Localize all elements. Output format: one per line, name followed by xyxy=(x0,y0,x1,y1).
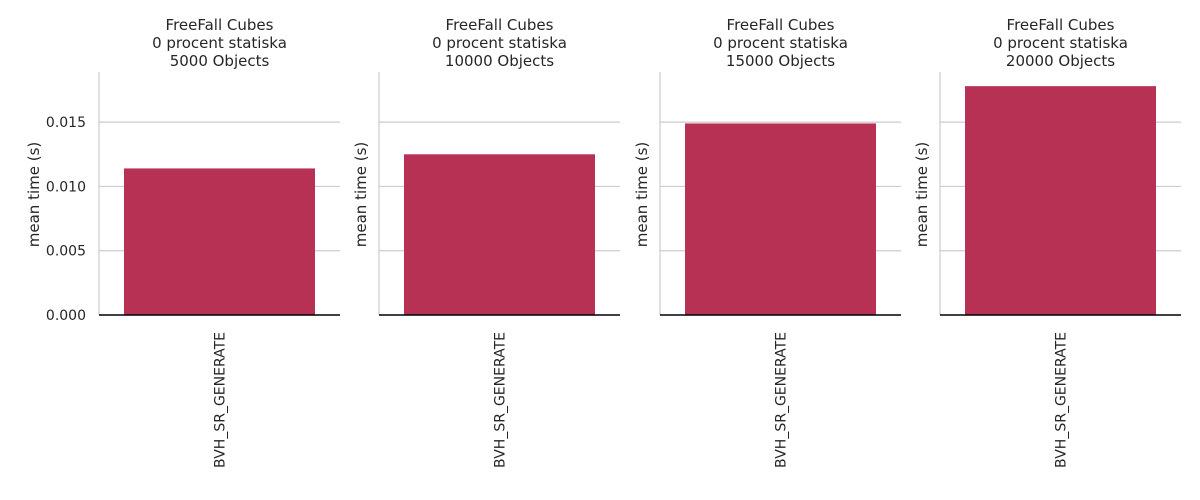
y-axis-label: mean time (s) xyxy=(633,142,651,247)
panel-title-line-2: 0 procent statiska xyxy=(713,34,848,52)
panel-title-line-1: FreeFall Cubes xyxy=(166,16,274,34)
y-axis-label: mean time (s) xyxy=(913,142,931,247)
y-axis-label: mean time (s) xyxy=(352,142,370,247)
panel-title-line-2: 0 procent statiska xyxy=(993,34,1128,52)
panel-title-line-1: FreeFall Cubes xyxy=(446,16,554,34)
panel-title-line-3: 15000 Objects xyxy=(726,52,835,70)
y-tick-label: 0.005 xyxy=(46,244,86,260)
chart-panel-3: BVH_SR_GENERATE mean time (s) FreeFall Cub… xyxy=(633,16,901,468)
panel-title-line-3: 5000 Objects xyxy=(170,52,270,70)
x-tick-label: BVH_SR_GENERATE xyxy=(774,332,790,468)
bar xyxy=(965,86,1156,316)
bar xyxy=(685,123,876,315)
y-axis-label: mean time (s) xyxy=(25,142,43,247)
bar xyxy=(124,168,315,315)
panel-title-line-2: 0 procent statiska xyxy=(152,34,287,52)
chart-panel-1: BVH_SR_GENERATE 0.000 0.005 0.010 0.015mean … xyxy=(25,16,340,468)
chart-panel-4: BVH_SR_GENERATE mean time (s) FreeFall Cub… xyxy=(913,16,1181,468)
x-tick-label: BVH_SR_GENERATE xyxy=(1054,332,1070,468)
panel-title-line-1: FreeFall Cubes xyxy=(727,16,835,34)
panel-title-line-3: 20000 Objects xyxy=(1006,52,1115,70)
panel-title-line-1: FreeFall Cubes xyxy=(1007,16,1115,34)
y-tick-label: 0.000 xyxy=(46,308,86,324)
panel-title-line-3: 10000 Objects xyxy=(445,52,554,70)
chart-panel-2: BVH_SR_GENERATE mean time (s) FreeFall Cub… xyxy=(352,16,620,468)
y-tick-label: 0.015 xyxy=(46,115,86,131)
x-tick-label: BVH_SR_GENERATE xyxy=(493,332,509,468)
bar xyxy=(404,154,595,315)
panel-title-line-2: 0 procent statiska xyxy=(432,34,567,52)
y-tick-label: 0.010 xyxy=(46,179,86,195)
x-tick-label: BVH_SR_GENERATE xyxy=(213,332,229,468)
